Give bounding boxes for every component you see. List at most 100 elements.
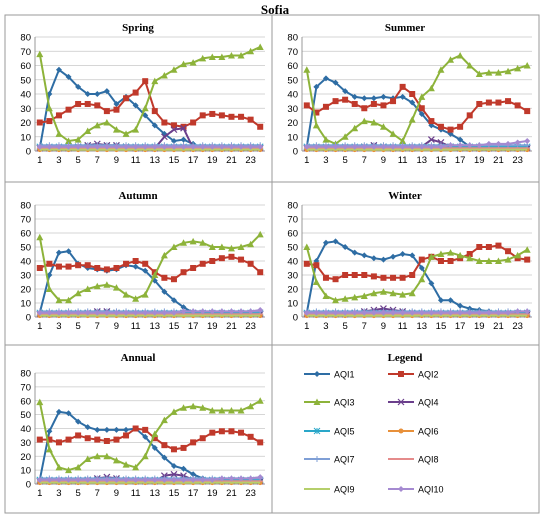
- aqi2-point: [524, 108, 531, 115]
- x-tick-label: 21: [493, 321, 504, 332]
- aqi3-point: [418, 275, 426, 283]
- aqi10-point: [65, 143, 72, 150]
- aqi3-point: [408, 289, 416, 297]
- aqi2-point: [409, 91, 416, 97]
- aqi10-point: [170, 476, 177, 483]
- aqi3-point: [485, 257, 493, 264]
- chart-title: Spring: [122, 22, 154, 34]
- aqi10-point: [514, 139, 521, 146]
- aqi2-point: [190, 119, 197, 126]
- aqi10-point: [180, 476, 187, 483]
- y-tick-label: 0: [293, 313, 298, 324]
- legend-item-aqi7: AQI7: [304, 455, 355, 465]
- aqi3-point: [103, 281, 111, 288]
- aqi10-point: [514, 308, 521, 315]
- aqi3-point: [132, 126, 140, 133]
- x-tick-label: 9: [114, 488, 119, 499]
- aqi1-point: [55, 66, 62, 73]
- aqi2-point: [180, 123, 187, 130]
- aqi1-point: [428, 280, 435, 287]
- y-tick-label: 40: [20, 257, 31, 268]
- aqi3-point: [208, 406, 216, 414]
- aqi10-point: [505, 140, 512, 147]
- aqi3-point: [370, 289, 378, 297]
- aqi2-point: [36, 265, 43, 271]
- aqi3-point: [84, 127, 92, 135]
- aqi1-point: [361, 252, 368, 259]
- aqi2-point: [209, 110, 216, 117]
- aqi4-point: [170, 126, 178, 134]
- legend-item-aqi6: AQI6: [388, 427, 439, 437]
- y-tick-label: 30: [287, 271, 298, 282]
- aqi10-point: [190, 308, 197, 315]
- aqi2-point: [65, 263, 72, 270]
- aqi2-point: [485, 244, 492, 250]
- aqi3-point: [351, 124, 359, 132]
- aqi3-point: [379, 288, 387, 295]
- series-aqi3: [303, 243, 531, 304]
- aqi10-point: [36, 309, 43, 316]
- aqi3-point: [408, 116, 416, 123]
- aqi1-point: [380, 93, 387, 100]
- legend-label: AQI6: [418, 427, 439, 437]
- x-tick-label: 11: [131, 488, 141, 499]
- aqi3-point: [180, 404, 188, 411]
- aqi1-point: [151, 122, 158, 129]
- aqi10-point: [303, 309, 310, 316]
- x-tick-label: 7: [362, 321, 367, 332]
- aqi3-point: [399, 137, 407, 145]
- y-tick-label: 40: [287, 90, 298, 101]
- x-tick-label: 21: [226, 321, 237, 332]
- aqi3-point: [151, 77, 159, 85]
- aqi10-point: [209, 143, 216, 150]
- aqi2-point: [132, 425, 139, 432]
- aqi2-point: [55, 439, 62, 446]
- aqi3-point: [218, 53, 226, 60]
- aqi10-point: [390, 309, 397, 316]
- aqi10-point: [257, 307, 264, 313]
- x-tick-label: 1: [304, 321, 309, 332]
- aqi3-point: [456, 52, 464, 59]
- aqi3-point: [160, 251, 168, 259]
- aqi1-point: [313, 83, 320, 90]
- y-tick-label: 50: [287, 243, 298, 254]
- aqi2-point: [113, 106, 120, 113]
- aqi1-point: [342, 88, 349, 95]
- aqi10-point: [524, 138, 531, 145]
- aqi10-point: [113, 476, 120, 483]
- aqi2-point: [36, 119, 43, 126]
- aqi3-point: [322, 292, 330, 299]
- aqi2-point: [190, 439, 197, 446]
- aqi1-point: [437, 297, 444, 304]
- aqi3-point: [247, 240, 255, 248]
- aqi1-point: [370, 255, 377, 262]
- aqi10-point: [447, 142, 454, 149]
- y-tick-label: 10: [20, 299, 31, 310]
- aqi2-point: [257, 269, 264, 276]
- aqi2-point: [457, 123, 464, 130]
- y-tick-label: 70: [287, 47, 298, 58]
- aqi2-point: [399, 274, 406, 281]
- aqi3-point: [514, 64, 522, 72]
- aqi10-point: [199, 143, 206, 150]
- aqi10-point: [351, 309, 358, 316]
- aqi10-point: [103, 143, 110, 150]
- aqi3-point: [84, 285, 92, 292]
- aqi4-point: [427, 136, 435, 144]
- x-tick-label: 3: [56, 155, 61, 166]
- aqi10-point: [46, 143, 53, 150]
- y-tick-label: 0: [293, 147, 298, 158]
- aqi3-point: [112, 126, 120, 133]
- y-tick-label: 70: [20, 215, 31, 226]
- y-tick-label: 0: [26, 147, 31, 158]
- aqi2-point: [409, 272, 416, 278]
- aqi2-point: [142, 260, 149, 267]
- aqi7-point: [314, 456, 320, 462]
- aqi3-point: [36, 233, 44, 241]
- y-tick-label: 70: [20, 382, 31, 393]
- x-tick-label: 17: [188, 321, 199, 332]
- aqi2-point: [238, 113, 245, 120]
- aqi3-point: [103, 452, 111, 460]
- x-tick-label: 7: [95, 488, 100, 499]
- aqi3-point: [256, 43, 264, 50]
